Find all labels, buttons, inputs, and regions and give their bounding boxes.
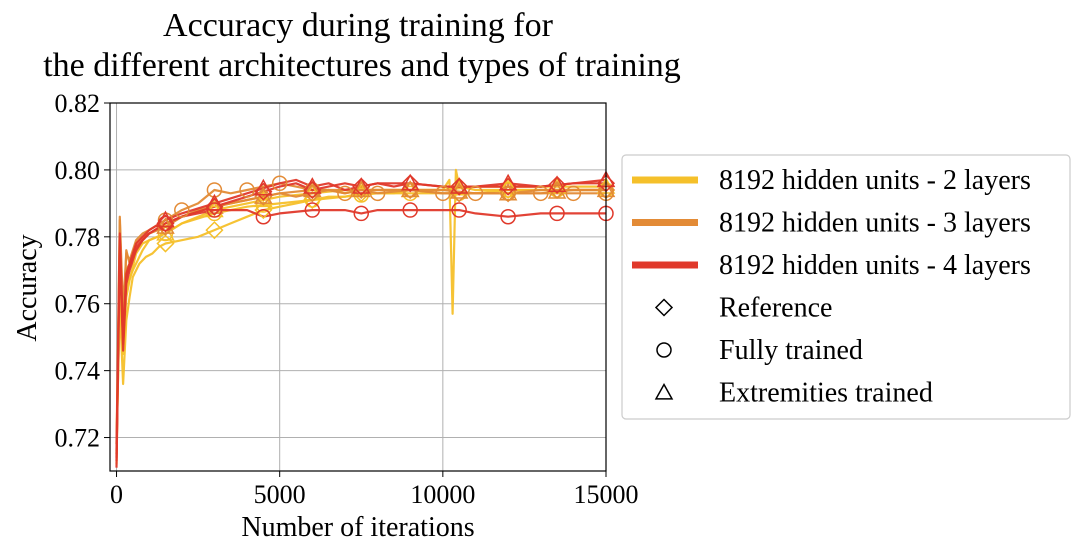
triangle-marker	[498, 177, 518, 194]
series-line-0-triangle	[115, 185, 606, 455]
circle-marker	[206, 182, 223, 198]
x-axis-label: Number of iterations	[241, 512, 474, 543]
series-line-2-diamond	[115, 182, 606, 462]
series-line-0-circle	[115, 188, 606, 465]
circle-marker	[565, 185, 582, 202]
diamond-marker	[352, 177, 371, 196]
y-tick-label: 0.74	[55, 357, 101, 386]
circle-marker	[500, 208, 516, 225]
circle-marker	[304, 202, 321, 218]
series-group	[115, 168, 607, 468]
diamond-marker	[303, 190, 322, 210]
legend-entry-label: 8192 hidden units - 4 layers	[719, 250, 1031, 281]
circle-marker	[369, 185, 386, 202]
circle-marker	[239, 182, 255, 198]
circle-marker	[467, 185, 484, 202]
x-tick-label: 10000	[410, 480, 475, 509]
diamond-marker	[254, 200, 273, 220]
series-line-2-triangle	[115, 178, 607, 458]
y-axis-label: Accuracy	[12, 234, 43, 341]
y-tick-label: 0.72	[55, 424, 101, 453]
circle-marker	[353, 205, 370, 222]
series-line-0-diamond	[115, 168, 606, 445]
chart-title-line-1: Accuracy during training for	[163, 7, 554, 44]
y-tick-label: 0.78	[55, 223, 101, 252]
triangle-marker	[351, 180, 371, 198]
circle-marker	[337, 185, 353, 202]
legend-diamond-marker	[654, 298, 674, 317]
circle-marker	[271, 175, 288, 192]
diamond-marker	[547, 175, 567, 195]
legend: 8192 hidden units - 2 layers 8192 hidden …	[621, 154, 1071, 420]
diamond-marker	[450, 177, 469, 196]
grid	[110, 102, 607, 471]
triangle-marker	[156, 210, 175, 228]
triangle-marker	[254, 190, 273, 208]
legend-entry-label: Extremities trained	[719, 378, 933, 409]
y-tick-label: 0.80	[55, 156, 101, 185]
diamond-marker	[499, 184, 518, 203]
triangle-marker	[498, 183, 518, 201]
triangle-marker	[205, 197, 224, 214]
diamond-marker	[401, 180, 420, 200]
circle-marker	[402, 202, 418, 218]
circle-marker	[174, 202, 190, 218]
circle-marker	[451, 202, 467, 218]
legend-triangle-marker	[654, 382, 674, 400]
legend-circle-marker	[656, 342, 672, 358]
circle-marker	[435, 185, 451, 202]
y-tick-label: 0.82	[55, 89, 101, 118]
triangle-marker	[498, 173, 518, 191]
legend-entry-label: 8192 hidden units - 2 layers	[719, 165, 1031, 196]
legend-entry-label: Reference	[719, 293, 832, 324]
triangle-marker	[303, 180, 322, 198]
legend-entry-label: 8192 hidden units - 3 layers	[719, 208, 1031, 239]
diamond-marker	[205, 221, 224, 240]
triangle-marker	[205, 193, 224, 211]
series-line-1-triangle	[115, 188, 606, 451]
triangle-marker	[449, 177, 469, 194]
x-tick-label: 5000	[254, 480, 306, 509]
diamond-marker	[156, 234, 175, 253]
circle-marker	[532, 185, 549, 202]
x-tick-label: 0	[110, 480, 123, 509]
legend-frame	[621, 154, 1071, 420]
y-tick-label: 0.76	[55, 290, 101, 319]
legend-entry-label: Fully trained	[719, 335, 863, 366]
triangle-marker	[351, 177, 371, 194]
circle-marker	[549, 205, 565, 222]
diamond-marker	[450, 184, 469, 203]
x-tick-label: 15000	[574, 480, 639, 509]
triangle-marker	[303, 177, 322, 194]
series-line-1-diamond	[115, 188, 606, 455]
plot-frame	[109, 102, 607, 472]
circle-marker	[255, 208, 272, 225]
series-line-2-circle	[115, 209, 606, 468]
triangle-marker	[254, 178, 273, 196]
series-line-1-circle	[115, 182, 606, 445]
triangle-marker	[400, 173, 420, 191]
axis-ticks: 0 5000 10000 15000 0.72 0.74 0.76 0.78 0.80 0.82	[55, 89, 639, 509]
chart-title-line-2: the different architectures and types of…	[43, 47, 681, 84]
diamond-marker	[401, 174, 420, 193]
triangle-marker	[547, 175, 567, 193]
